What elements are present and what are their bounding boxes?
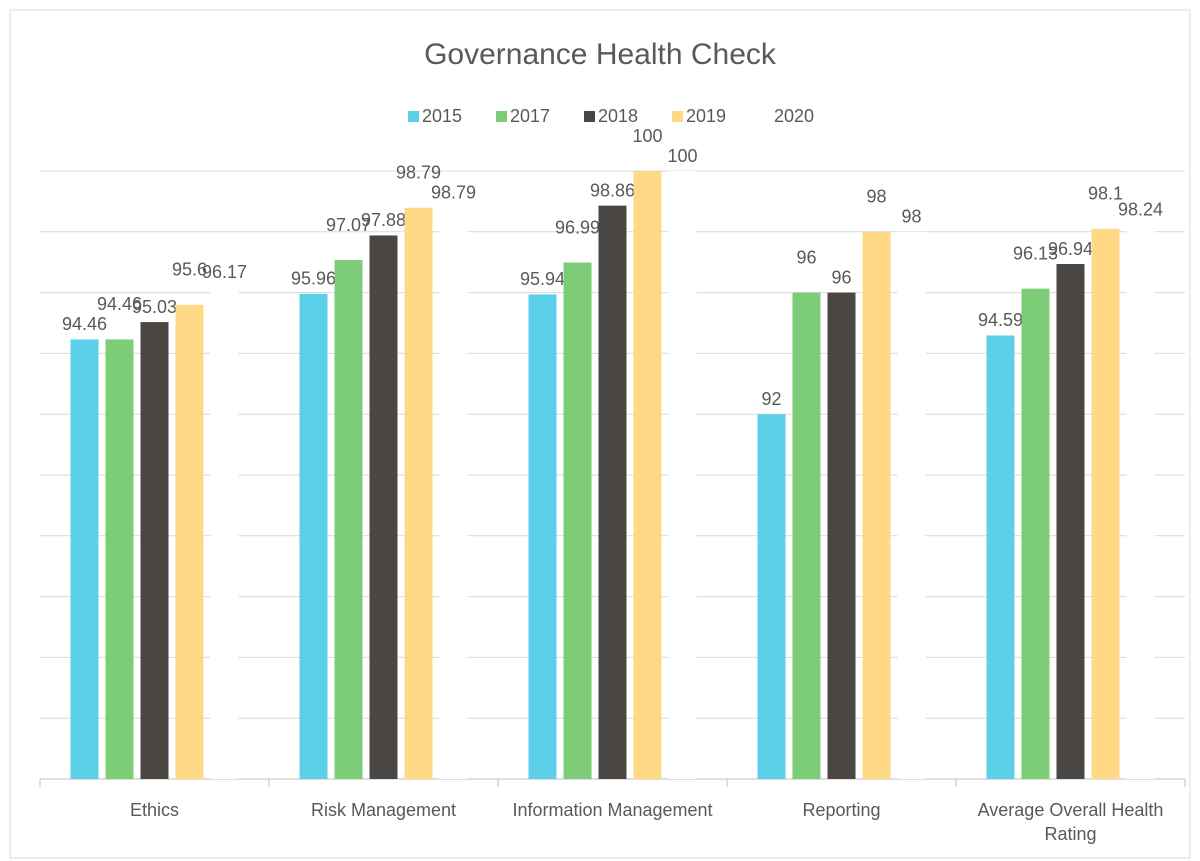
- data-label: 95.94: [520, 269, 565, 289]
- data-label: 98: [901, 207, 921, 227]
- bar: [404, 207, 433, 779]
- bar: [210, 287, 239, 779]
- bar: [862, 231, 891, 780]
- bar: [175, 304, 204, 779]
- legend-label: 2015: [422, 106, 462, 126]
- x-tick-label: Information Management: [512, 800, 713, 820]
- legend-label: 2017: [510, 106, 550, 126]
- data-label: 96: [796, 247, 816, 267]
- bar: [598, 205, 627, 779]
- bar: [70, 339, 99, 779]
- data-label: 100: [632, 126, 662, 146]
- data-label: 98.86: [590, 180, 635, 200]
- bar: [1021, 288, 1050, 779]
- bar: [334, 260, 363, 779]
- bar: [827, 292, 856, 779]
- bar: [439, 207, 468, 779]
- data-label: 98.24: [1118, 199, 1163, 219]
- bar: [105, 339, 134, 779]
- data-label: 92: [761, 389, 781, 409]
- data-label: 94.59: [978, 310, 1023, 330]
- bar: [757, 414, 786, 779]
- legend-label: 2019: [686, 106, 726, 126]
- legend-label: 2020: [774, 106, 814, 126]
- legend-label: 2018: [598, 106, 638, 126]
- data-label: 98.1: [1088, 184, 1123, 204]
- legend-swatch: [496, 111, 507, 122]
- bar: [528, 294, 557, 779]
- bar: [897, 231, 926, 780]
- data-label: 96: [831, 267, 851, 287]
- data-label: 97.07: [326, 215, 371, 235]
- data-label: 96.99: [555, 217, 600, 237]
- data-label: 95.03: [132, 297, 177, 317]
- data-label: 98.79: [396, 163, 441, 183]
- bar: [563, 262, 592, 779]
- data-label: 96.94: [1048, 239, 1093, 259]
- data-label: 97.88: [361, 210, 406, 230]
- bar: [1091, 228, 1120, 779]
- legend-swatch: [760, 111, 771, 122]
- data-label: 100: [667, 146, 697, 166]
- data-label: 94.46: [62, 314, 107, 334]
- legend-swatch: [584, 111, 595, 122]
- data-label: 96.13: [1013, 243, 1058, 263]
- bar: [986, 335, 1015, 779]
- x-tick-label: Average Overall Health Rating: [977, 800, 1164, 844]
- data-label: 95.6: [172, 260, 207, 280]
- bar: [140, 322, 169, 779]
- data-label: 95.96: [291, 269, 336, 289]
- chart-title: Governance Health Check: [424, 38, 777, 71]
- bar: [1126, 224, 1155, 779]
- bar: [1056, 264, 1085, 779]
- bar: [633, 171, 662, 779]
- bar: [299, 293, 328, 779]
- legend-swatch: [672, 111, 683, 122]
- data-label: 98: [866, 187, 886, 207]
- bar: [792, 292, 821, 779]
- x-tick-label: Risk Management: [310, 800, 457, 820]
- legend-swatch: [408, 111, 419, 122]
- bar: [369, 235, 398, 779]
- data-label: 96.17: [202, 262, 247, 282]
- data-label: 94.46: [97, 294, 142, 314]
- x-tick-label: Ethics: [129, 800, 180, 820]
- bar: [668, 171, 697, 779]
- x-tick-label: Reporting: [802, 800, 881, 820]
- data-label: 98.79: [431, 183, 476, 203]
